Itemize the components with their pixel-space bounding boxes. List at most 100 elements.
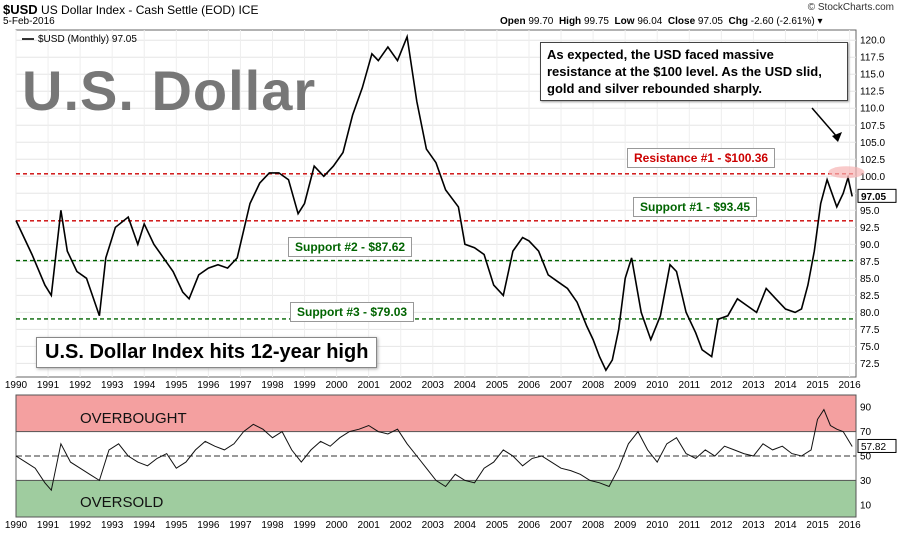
rsi-x-tick-label: 2008 xyxy=(582,520,605,531)
rsi-last-text: 57.82 xyxy=(861,442,886,453)
x-tick-label: 2015 xyxy=(806,380,829,391)
x-tick-label: 2008 xyxy=(582,380,605,391)
x-tick-label: 2003 xyxy=(422,380,445,391)
y-tick-label: 117.5 xyxy=(860,53,885,64)
rsi-x-tick-label: 2006 xyxy=(518,520,541,531)
y-tick-label: 90.0 xyxy=(860,240,880,251)
rsi-x-tick-label: 2000 xyxy=(325,520,348,531)
y-tick-label: 102.5 xyxy=(860,155,885,166)
x-tick-label: 2002 xyxy=(390,380,413,391)
symbol: $USD xyxy=(3,2,38,17)
high-value: 99.75 xyxy=(583,16,609,27)
annotation-arrow xyxy=(811,107,839,139)
exchange: ICE xyxy=(238,3,259,17)
legend-label: $USD (Monthly) 97.05 xyxy=(38,34,137,45)
x-tick-label: 1995 xyxy=(165,380,188,391)
y-tick-label: 120.0 xyxy=(860,36,885,47)
rsi-x-tick-label: 1992 xyxy=(69,520,92,531)
rsi-tick-label: 90 xyxy=(860,403,872,414)
x-tick-label: 1996 xyxy=(197,380,220,391)
rsi-tick-label: 50 xyxy=(860,452,872,463)
x-tick-label: 2009 xyxy=(614,380,637,391)
rsi-x-tick-label: 1993 xyxy=(101,520,124,531)
x-tick-label: 2007 xyxy=(550,380,573,391)
y-tick-label: 85.0 xyxy=(860,274,880,285)
support-1-label: Support #1 - $93.45 xyxy=(633,197,758,217)
change-value: -2.60 (-2.61%) xyxy=(750,16,815,27)
y-tick-label: 82.5 xyxy=(860,291,880,302)
y-tick-label: 77.5 xyxy=(860,325,880,336)
y-tick-label: 87.5 xyxy=(860,257,880,268)
y-tick-label: 100.0 xyxy=(860,172,885,183)
x-tick-label: 2000 xyxy=(325,380,348,391)
rsi-x-tick-label: 1994 xyxy=(133,520,156,531)
y-tick-label: 107.5 xyxy=(860,121,885,132)
rsi-x-tick-label: 1990 xyxy=(5,520,28,531)
rsi-x-tick-label: 2012 xyxy=(710,520,733,531)
rsi-last-tag xyxy=(857,438,897,453)
x-tick-label: 1999 xyxy=(293,380,316,391)
close-value: 97.05 xyxy=(697,16,723,27)
low-value: 96.04 xyxy=(637,16,663,27)
symbol-description: US Dollar Index - Cash Settle (EOD) xyxy=(41,3,236,17)
zone-oversold xyxy=(15,479,857,518)
y-tick-label: 95.0 xyxy=(860,206,880,217)
rsi-x-tick-label: 1997 xyxy=(229,520,252,531)
big-title: U.S. Dollar xyxy=(22,59,317,122)
rsi-x-tick-label: 2016 xyxy=(838,520,861,531)
rsi-x-tick-label: 2002 xyxy=(390,520,413,531)
support-3-label: Support #3 - $79.03 xyxy=(290,302,415,322)
rsi-x-tick-label: 1996 xyxy=(197,520,220,531)
rsi-line xyxy=(15,408,853,492)
support-2-label: Support #2 - $87.62 xyxy=(288,237,413,257)
rsi-x-tick-label: 2010 xyxy=(646,520,669,531)
rsi-x-tick-label: 2013 xyxy=(742,520,765,531)
usd-price-line xyxy=(15,33,853,372)
rsi-x-tick-label: 1998 xyxy=(261,520,284,531)
y-tick-label: 115.0 xyxy=(860,70,885,81)
x-tick-label: 2012 xyxy=(710,380,733,391)
y-tick-label: 80.0 xyxy=(860,308,880,319)
x-tick-label: 1994 xyxy=(133,380,156,391)
rsi-x-tick-label: 2004 xyxy=(454,520,477,531)
rsi-x-tick-label: 2011 xyxy=(679,520,701,531)
arrow-head-icon xyxy=(832,132,842,142)
rsi-panel: 10 30 50 70 90 1990 1991 1992 1993 1994 1995 1996 19… xyxy=(5,394,897,531)
last-price-text: 97.05 xyxy=(861,192,886,203)
rsi-x-tick-label: 1995 xyxy=(165,520,188,531)
x-tick-label: 2014 xyxy=(774,380,797,391)
rsi-x-tick-label: 2007 xyxy=(550,520,573,531)
x-tick-label: 2005 xyxy=(486,380,509,391)
resistance-highlight xyxy=(828,166,865,179)
rsi-tick-label: 10 xyxy=(860,500,872,511)
x-tick-label: 1993 xyxy=(101,380,124,391)
y-tick-label: 110.0 xyxy=(860,104,885,115)
x-tick-label: 1997 xyxy=(229,380,252,391)
y-tick-label: 75.0 xyxy=(860,342,880,353)
x-tick-label: 2016 xyxy=(838,380,861,391)
chevron-down-icon[interactable]: ▾ xyxy=(817,16,823,27)
y-tick-label: 112.5 xyxy=(860,87,885,98)
overbought-label: OVERBOUGHT xyxy=(80,410,187,427)
x-tick-label: 1992 xyxy=(69,380,92,391)
rsi-x-tick-label: 1991 xyxy=(37,520,60,531)
rsi-tick-label: 70 xyxy=(860,427,872,438)
rsi-x-tick-label: 2005 xyxy=(486,520,509,531)
resistance-1-label: Resistance #1 - $100.36 xyxy=(627,148,776,168)
rsi-x-tick-label: 2009 xyxy=(614,520,637,531)
x-tick-label: 1998 xyxy=(261,380,284,391)
chart-subtitle: U.S. Dollar Index hits 12-year high xyxy=(36,337,378,368)
x-tick-label: 2004 xyxy=(454,380,477,391)
rsi-x-tick-label: 2014 xyxy=(774,520,797,531)
x-tick-label: 2001 xyxy=(358,380,381,391)
x-tick-label: 1990 xyxy=(5,380,28,391)
chart-date: 5-Feb-2016 xyxy=(3,16,55,27)
rsi-x-tick-label: 2001 xyxy=(358,520,381,531)
rsi-x-tick-label: 1999 xyxy=(293,520,316,531)
x-tick-label: 2006 xyxy=(518,380,541,391)
rsi-x-tick-label: 2015 xyxy=(806,520,829,531)
oversold-label: OVERSOLD xyxy=(80,494,164,511)
ohlc-summary: Open 99.70 High 99.75 Low 96.04 Close 97… xyxy=(500,16,823,27)
x-tick-label: 2010 xyxy=(646,380,669,391)
zone-overbought xyxy=(15,394,857,433)
